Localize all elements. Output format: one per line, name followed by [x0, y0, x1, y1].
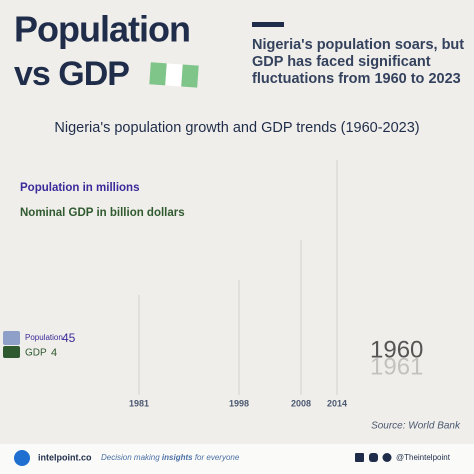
subtitle: fluctuations from 1960 to 2023 — [252, 71, 461, 87]
row-value: 4 — [51, 347, 57, 359]
chart-title: Nigeria's population growth and GDP tren… — [54, 120, 419, 136]
handle[interactable]: @Theintelpoint — [396, 453, 451, 462]
logo — [14, 450, 30, 466]
title: vs GDP — [14, 55, 129, 93]
social-icons[interactable] — [355, 453, 392, 462]
gdp-icon — [3, 346, 20, 358]
site[interactable]: intelpoint.co — [38, 452, 92, 462]
marker-label: 2008 — [291, 398, 311, 408]
row-label: Population — [25, 333, 63, 342]
legend: Nominal GDP in billion dollars — [20, 207, 185, 219]
row-value: 45 — [62, 331, 76, 345]
title: Population — [14, 9, 190, 50]
tagline: Decision making insights for everyone — [101, 453, 240, 462]
marker-label: 1981 — [129, 398, 149, 408]
subtitle: Nigeria's population soars, but — [252, 37, 464, 53]
marker-lines — [138, 160, 338, 395]
marker-label: 1998 — [229, 398, 249, 408]
tagline-part: for everyone — [193, 453, 240, 462]
legend: Population in millions — [20, 182, 139, 194]
subtitle: GDP has faced significant — [252, 54, 431, 70]
source: Source: World Bank — [371, 421, 461, 432]
year: 1960 — [370, 336, 423, 363]
tagline-part: insights — [162, 453, 193, 462]
tagline-part: Decision making — [101, 453, 162, 462]
accent-bar — [252, 22, 284, 27]
flag — [149, 62, 199, 88]
footer — [0, 444, 474, 474]
row-label: GDP — [25, 348, 47, 359]
population-icon — [3, 331, 20, 345]
marker-label: 2014 — [327, 398, 347, 408]
next-year: 1961 — [370, 353, 423, 380]
